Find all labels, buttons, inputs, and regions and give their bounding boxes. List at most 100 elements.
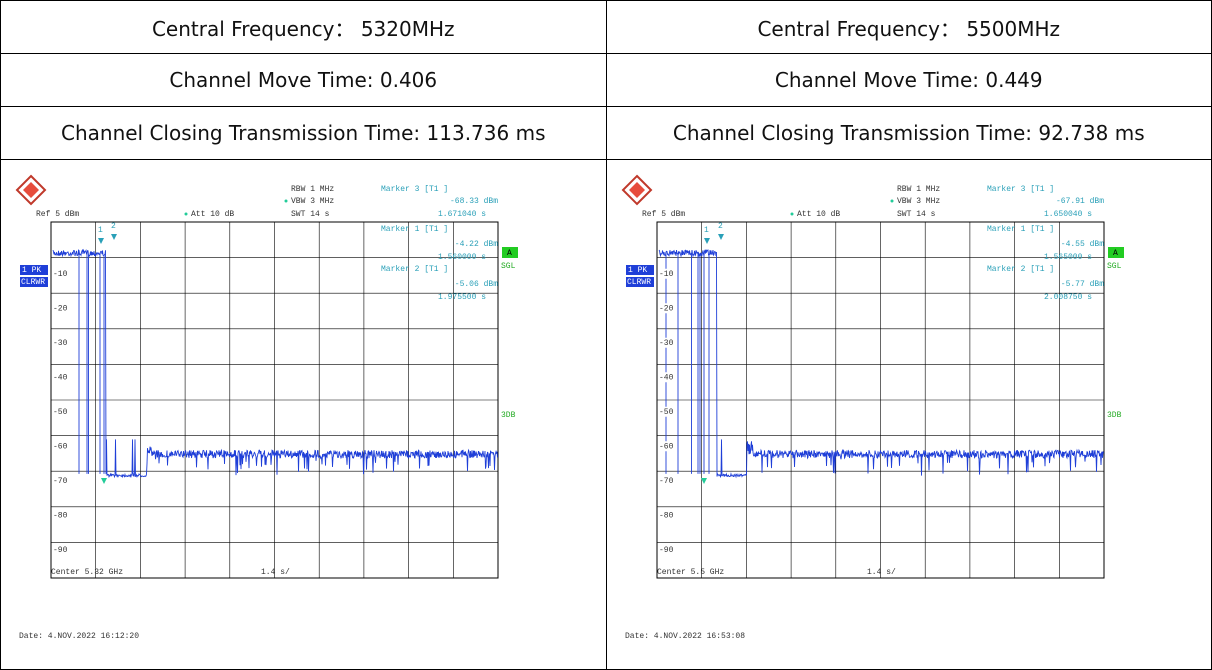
- marker-time: 1.975500 s: [438, 293, 486, 302]
- marker-label: Marker 3 [T1 ]: [381, 185, 448, 194]
- sweep-time: SWT 14 s: [897, 210, 936, 219]
- label-bg: [657, 441, 676, 452]
- cell: Ref 5 dBm Att 10 dB RBW 1 MHz VBW 3 MHz SWT …: [605, 159, 1212, 670]
- badge: [625, 277, 654, 287]
- level-label: -10: [53, 270, 68, 279]
- side-label: A: [507, 249, 512, 258]
- marker-triangle: [717, 234, 724, 240]
- level-label: -70: [659, 477, 674, 486]
- level-label: -80: [53, 511, 68, 520]
- side-label: SGL: [501, 262, 516, 271]
- vbw: VBW 3 MHz: [291, 197, 334, 206]
- marker-label: Marker 3 [T1 ]: [987, 185, 1054, 194]
- level-label: -40: [659, 373, 674, 382]
- row: Central Frequency： 5320MHz Central Freque…: [0, 0, 1212, 54]
- trace-label: 1 PK: [628, 266, 647, 275]
- marker-level: -5.06 dBm: [455, 280, 498, 289]
- ref-level: Ref 5 dBm: [642, 210, 685, 219]
- level-label: -30: [53, 339, 68, 348]
- side-label: 3DB: [1107, 411, 1122, 420]
- level-label: -30: [659, 339, 674, 348]
- badge: [20, 277, 49, 287]
- marker-time: 1.565000 s: [1044, 253, 1092, 262]
- date: Date: 4.NOV.2022 16:12:20: [19, 632, 139, 641]
- row: Channel Move Time: 0.406 Channel Move Tim…: [0, 53, 1212, 107]
- marker-label: Marker 1 [T1 ]: [987, 225, 1054, 234]
- marker-triangle: [111, 234, 118, 240]
- label-bg: [52, 441, 71, 452]
- marker-number: 2: [718, 222, 723, 231]
- span: 1.4 s/: [867, 568, 896, 577]
- label-bg: [52, 303, 71, 314]
- dot: [790, 212, 794, 216]
- level-label: -60: [53, 442, 68, 451]
- badge: [625, 265, 654, 275]
- trace-label: CLRWR: [627, 278, 651, 287]
- dot: [184, 212, 188, 216]
- label-bg: [657, 268, 676, 279]
- ref-level: Ref 5 dBm: [36, 210, 79, 219]
- level-label: -70: [53, 477, 68, 486]
- row: Ref 5 dBm Att 10 dB RBW 1 MHz VBW 3 MHz SWT …: [0, 159, 1212, 670]
- badge: [502, 247, 519, 258]
- marker-level: -67.91 dBm: [1056, 197, 1104, 206]
- rbw: RBW 1 MHz: [291, 185, 334, 194]
- attenuation: Att 10 dB: [797, 210, 840, 219]
- label-bg: [52, 510, 71, 521]
- dot: [284, 199, 288, 203]
- level-label: -60: [659, 442, 674, 451]
- trace-label: 1 PK: [22, 266, 41, 275]
- span: 1.4 s/: [261, 568, 290, 577]
- center-freq: Center 5.32 GHz: [51, 568, 123, 577]
- label-bg: [657, 475, 676, 486]
- cell: Central Frequency： 5320MHz: [0, 0, 607, 54]
- marker-triangle: [703, 238, 710, 244]
- label-bg: [657, 406, 676, 417]
- level-label: -90: [53, 546, 68, 555]
- logo: [23, 182, 40, 198]
- cell: Channel Closing Transmission Time: 113.7…: [0, 106, 607, 160]
- analyzer-screen: Ref 5 dBm Att 10 dB RBW 1 MHz VBW 3 MHz SWT …: [15, 174, 519, 641]
- trace: [658, 248, 1104, 479]
- label-bg: [52, 372, 71, 383]
- label-bg: [657, 337, 676, 348]
- marker-time: 1.671040 s: [438, 210, 486, 219]
- label-bg: [52, 337, 71, 348]
- cell: Channel Closing Transmission Time: 92.73…: [605, 106, 1212, 160]
- analyzer-screen: Ref 5 dBm Att 10 dB RBW 1 MHz VBW 3 MHz SWT …: [621, 174, 1124, 641]
- marker-number: 1: [704, 226, 709, 235]
- label-bg: [52, 475, 71, 486]
- label-bg: [52, 544, 71, 555]
- side-label: 3DB: [501, 411, 516, 420]
- level-label: -20: [659, 304, 674, 313]
- label-bg: [657, 372, 676, 383]
- sweep-time: SWT 14 s: [291, 210, 330, 219]
- cell: Central Frequency： 5500MHz: [605, 0, 1212, 54]
- marker-time: 1.560000 s: [438, 253, 486, 262]
- marker-time: 2.008750 s: [1044, 293, 1092, 302]
- center-freq: Center 5.5 GHz: [657, 568, 724, 577]
- level-label: -50: [659, 408, 674, 417]
- level-label: -90: [659, 546, 674, 555]
- marker-number: 2: [111, 222, 116, 231]
- level-label: -10: [659, 270, 674, 279]
- label-bg: [52, 268, 71, 279]
- badge: [1107, 247, 1124, 258]
- side-label: A: [1113, 249, 1118, 258]
- attenuation: Att 10 dB: [191, 210, 234, 219]
- label-bg: [657, 544, 676, 555]
- marker-triangle: [98, 238, 105, 244]
- level-label: -20: [53, 304, 68, 313]
- cell: Ref 5 dBm Att 10 dB RBW 1 MHz VBW 3 MHz SWT …: [0, 159, 607, 670]
- trace: [52, 248, 499, 479]
- label-bg: [52, 406, 71, 417]
- logo: [628, 182, 645, 198]
- marker-label: Marker 2 [T1 ]: [381, 265, 448, 274]
- marker-level: -4.55 dBm: [1061, 240, 1104, 249]
- level-label: -40: [53, 373, 68, 382]
- marker-level: -4.22 dBm: [455, 240, 498, 249]
- rbw: RBW 1 MHz: [897, 185, 940, 194]
- marker-number: 1: [98, 226, 103, 235]
